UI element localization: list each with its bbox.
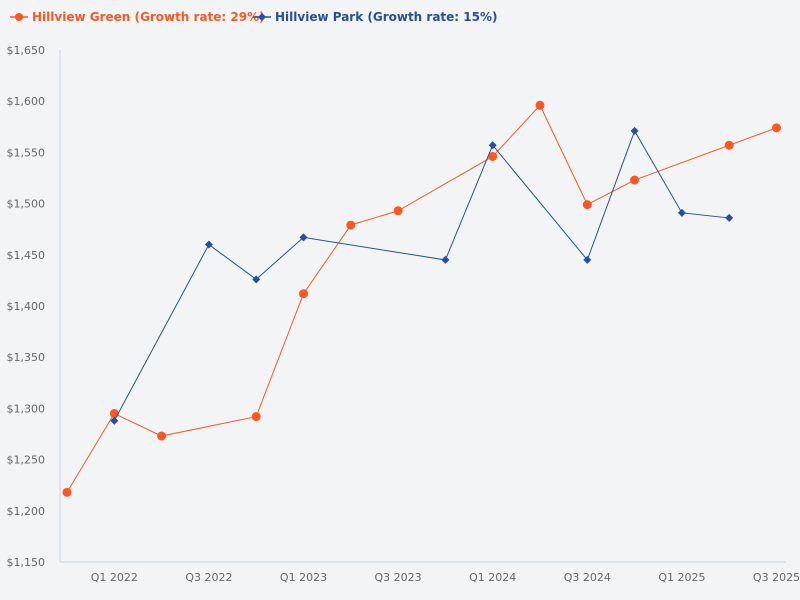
y-tick-label: $1,650: [7, 44, 46, 57]
data-point: [630, 175, 640, 185]
legend-marker-circle: [15, 13, 23, 21]
data-point: [582, 200, 592, 210]
data-point: [204, 240, 213, 249]
x-tick-label: Q3 2022: [185, 571, 232, 584]
legend-item-0: Hillview Green (Growth rate: 29%): [10, 10, 265, 24]
x-tick-label: Q1 2022: [91, 571, 138, 584]
series-0: [62, 100, 781, 497]
legend: Hillview Green (Growth rate: 29%) Hillvie…: [10, 10, 497, 24]
data-point: [109, 409, 119, 419]
x-tick-label: Q3 2025: [753, 571, 800, 584]
x-tick-label: Q3 2024: [564, 571, 611, 584]
data-point: [488, 141, 497, 150]
x-tick-label: Q1 2025: [658, 571, 705, 584]
data-point: [299, 289, 308, 299]
y-tick-label: $1,550: [7, 146, 46, 159]
data-point: [62, 487, 72, 497]
y-tick-label: $1,200: [7, 505, 46, 518]
legend-marker-diamond: [258, 13, 266, 21]
series-1: [110, 126, 734, 425]
data-point: [110, 416, 119, 425]
y-tick-label: $1,150: [7, 556, 46, 569]
plot-area: [62, 100, 781, 497]
series-line: [66, 104, 777, 493]
data-point: [251, 412, 261, 422]
data-point: [488, 151, 498, 161]
data-point: [725, 213, 734, 222]
data-point: [677, 208, 686, 217]
data-point: [535, 100, 545, 110]
data-point: [252, 275, 261, 284]
y-tick-label: $1,400: [7, 300, 46, 313]
series-line: [113, 129, 730, 421]
legend-label: Hillview Green (Growth rate: 29%): [32, 10, 265, 24]
data-point: [157, 431, 167, 441]
y-tick-label: $1,600: [7, 95, 46, 108]
y-tick-label: $1,350: [7, 351, 46, 364]
x-tick-label: Q1 2023: [280, 571, 327, 584]
data-point: [393, 206, 403, 216]
y-tick-label: $1,500: [7, 198, 46, 211]
data-point: [583, 255, 592, 264]
data-point: [630, 126, 639, 135]
x-tick-label: Q3 2023: [375, 571, 422, 584]
y-tick-label: $1,300: [7, 402, 46, 415]
legend-label: Hillview Park (Growth rate: 15%): [275, 10, 497, 24]
axes: $1,150 $1,200 $1,250 $1,300 $1,350 $1,400 $1,4…: [7, 44, 800, 584]
data-point: [772, 123, 781, 133]
data-point: [346, 220, 356, 230]
x-tick-label: Q1 2024: [469, 571, 516, 584]
legend-item-1: Hillview Park (Growth rate: 15%): [253, 10, 497, 24]
data-point: [441, 255, 450, 264]
y-tick-label: $1,250: [7, 454, 46, 467]
data-point: [724, 140, 734, 150]
data-point: [299, 233, 308, 242]
y-tick-label: $1,450: [7, 249, 46, 262]
